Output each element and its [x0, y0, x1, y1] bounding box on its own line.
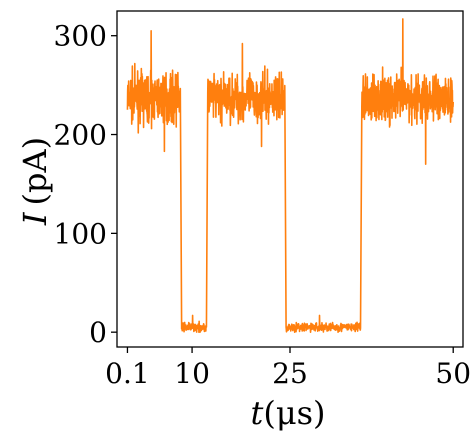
- axis-ticks: 0 100 200 300 0.1 10 25 50: [54, 20, 471, 390]
- x-tick-label: 10: [174, 357, 210, 390]
- y-axis-variable: I: [16, 211, 54, 226]
- x-axis-variable: t: [250, 394, 263, 432]
- x-tick-label: 50: [435, 357, 471, 390]
- series-line: [126, 18, 455, 333]
- y-tick-label: 0: [89, 316, 107, 349]
- y-axis-label: I (pA): [16, 137, 54, 226]
- y-tick-label: 300: [54, 20, 107, 53]
- axes-frame: [116, 10, 464, 348]
- y-tick-label: 200: [54, 119, 107, 152]
- y-axis-unit: (pA): [16, 137, 54, 206]
- x-tick-label: 0.1: [105, 357, 150, 390]
- x-axis-unit: (μs): [263, 394, 325, 432]
- plot-area: [126, 18, 455, 333]
- x-tick-label: 25: [272, 357, 308, 390]
- x-axis-label: t(μs): [250, 394, 325, 432]
- y-tick-label: 100: [54, 217, 107, 250]
